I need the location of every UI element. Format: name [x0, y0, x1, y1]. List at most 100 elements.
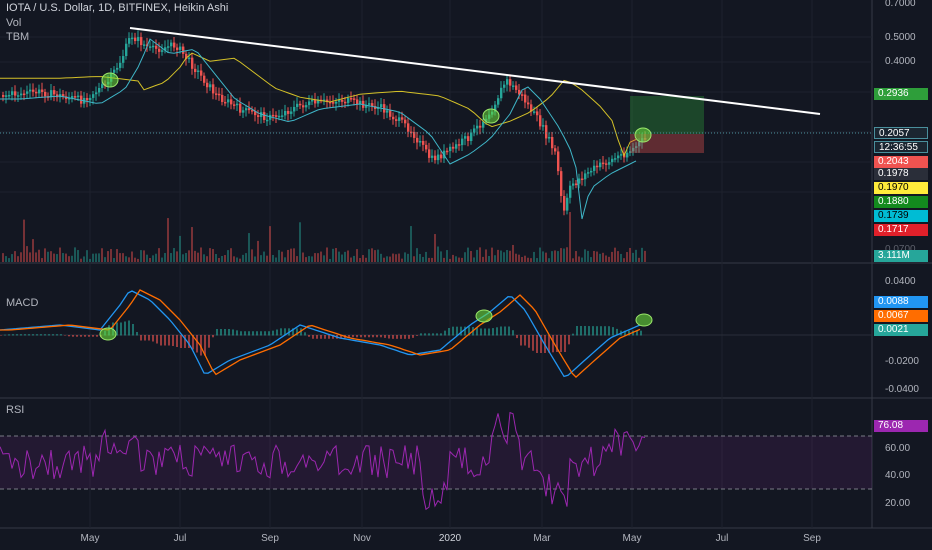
candle — [14, 91, 17, 96]
macd-histogram-bar — [560, 335, 562, 352]
candle — [542, 125, 545, 127]
macd-histogram-bar — [352, 335, 354, 338]
symbol-title[interactable]: IOTA / U.S. Dollar, 1D, BITFINEX, Heikin… — [6, 2, 229, 14]
candle — [566, 197, 569, 211]
volume-bar — [368, 249, 370, 262]
volume-bar — [182, 254, 184, 262]
candle — [131, 37, 134, 40]
vol-indicator-label[interactable]: Vol — [6, 17, 22, 29]
macd-histogram-bar — [144, 335, 146, 341]
macd-histogram-bar — [528, 335, 530, 348]
candle — [512, 85, 515, 87]
macd-histogram-bar — [92, 335, 94, 337]
candle — [413, 131, 416, 138]
macd-histogram-bar — [232, 329, 234, 336]
volume-bar — [2, 253, 4, 262]
macd-histogram-bar — [572, 333, 574, 336]
candle — [629, 151, 632, 153]
macd-histogram-bar — [292, 328, 294, 336]
volume-bar — [137, 258, 139, 262]
candle — [191, 57, 194, 69]
highlight-circle — [635, 313, 653, 327]
candle — [329, 101, 332, 104]
macd-histogram-bar — [532, 335, 534, 351]
macd-histogram-bar — [492, 328, 494, 336]
volume-bar — [77, 250, 79, 262]
volume-bar — [347, 250, 349, 262]
tbm-indicator-label[interactable]: TBM — [6, 31, 30, 43]
macd-histogram-bar — [36, 334, 38, 336]
ma-cyan-line — [0, 38, 637, 220]
volume-bar — [419, 254, 421, 262]
volume-bar — [230, 248, 232, 262]
volume-bar — [542, 251, 544, 262]
candle — [203, 75, 206, 83]
candle — [116, 67, 119, 70]
rsi-tag: 76.08 — [874, 420, 928, 432]
volume-bar — [407, 253, 409, 262]
volume-bar — [50, 251, 52, 262]
macd-histogram-bar — [188, 335, 190, 348]
macd-histogram-bar — [452, 326, 454, 336]
macd-histogram-bar — [348, 335, 350, 338]
volume-bar — [215, 253, 217, 262]
volume-bar — [161, 257, 163, 262]
price-tag-stop: 0.2043 — [874, 156, 928, 168]
candle — [251, 110, 254, 112]
candle — [605, 163, 608, 165]
candle — [50, 90, 53, 98]
volume-bar — [584, 249, 586, 262]
volume-bar — [491, 247, 493, 262]
candle — [77, 95, 80, 98]
macd-histogram-bar — [628, 330, 630, 336]
macd-histogram-bar — [40, 334, 42, 336]
candle — [62, 94, 65, 97]
highlight-circle — [99, 327, 117, 341]
date-axis-label: Mar — [533, 533, 551, 544]
signal-line — [0, 289, 641, 378]
candle — [602, 162, 605, 165]
volume-bar — [152, 255, 154, 262]
candle — [518, 89, 521, 95]
volume-bar — [455, 256, 457, 262]
candle — [332, 102, 335, 104]
volume-bar — [143, 250, 145, 262]
price-tag-ma-cyan: 0.1739 — [874, 210, 928, 222]
macd-histogram-bar — [160, 335, 162, 346]
macd-histogram-bar — [192, 335, 194, 350]
candle — [371, 103, 374, 107]
resistance-trendline — [129, 27, 821, 115]
candle — [272, 114, 275, 117]
volume-bar — [479, 247, 481, 262]
macd-histogram-bar — [228, 329, 230, 336]
volume-bar — [83, 256, 85, 262]
volume-bar — [365, 257, 367, 262]
volume-bar — [512, 244, 514, 262]
rsi-indicator-label[interactable]: RSI — [6, 404, 25, 416]
macd-histogram-bar — [256, 331, 258, 336]
volume-bar — [11, 254, 13, 262]
volume-bar — [38, 249, 40, 262]
candle — [596, 165, 599, 168]
candle — [572, 183, 575, 186]
volume-bar — [317, 253, 319, 262]
volume-bar — [170, 253, 172, 262]
macd-histogram-bar — [604, 326, 606, 336]
date-axis-label: 2020 — [438, 533, 462, 544]
volume-bar — [107, 251, 109, 262]
macd-histogram-bar — [436, 333, 438, 336]
volume-bar — [74, 247, 76, 262]
candle — [215, 93, 218, 95]
macd-histogram-bar — [540, 335, 542, 353]
macd-histogram-bar — [48, 334, 50, 336]
volume-bar — [323, 255, 325, 262]
candle — [74, 96, 77, 98]
macd-indicator-label[interactable]: MACD — [6, 297, 39, 309]
volume-bar — [506, 249, 508, 262]
candle — [509, 79, 512, 86]
volume-bar — [641, 247, 643, 262]
macd-histogram-bar — [180, 335, 182, 348]
candle — [122, 56, 125, 63]
volume-bar — [284, 257, 286, 262]
